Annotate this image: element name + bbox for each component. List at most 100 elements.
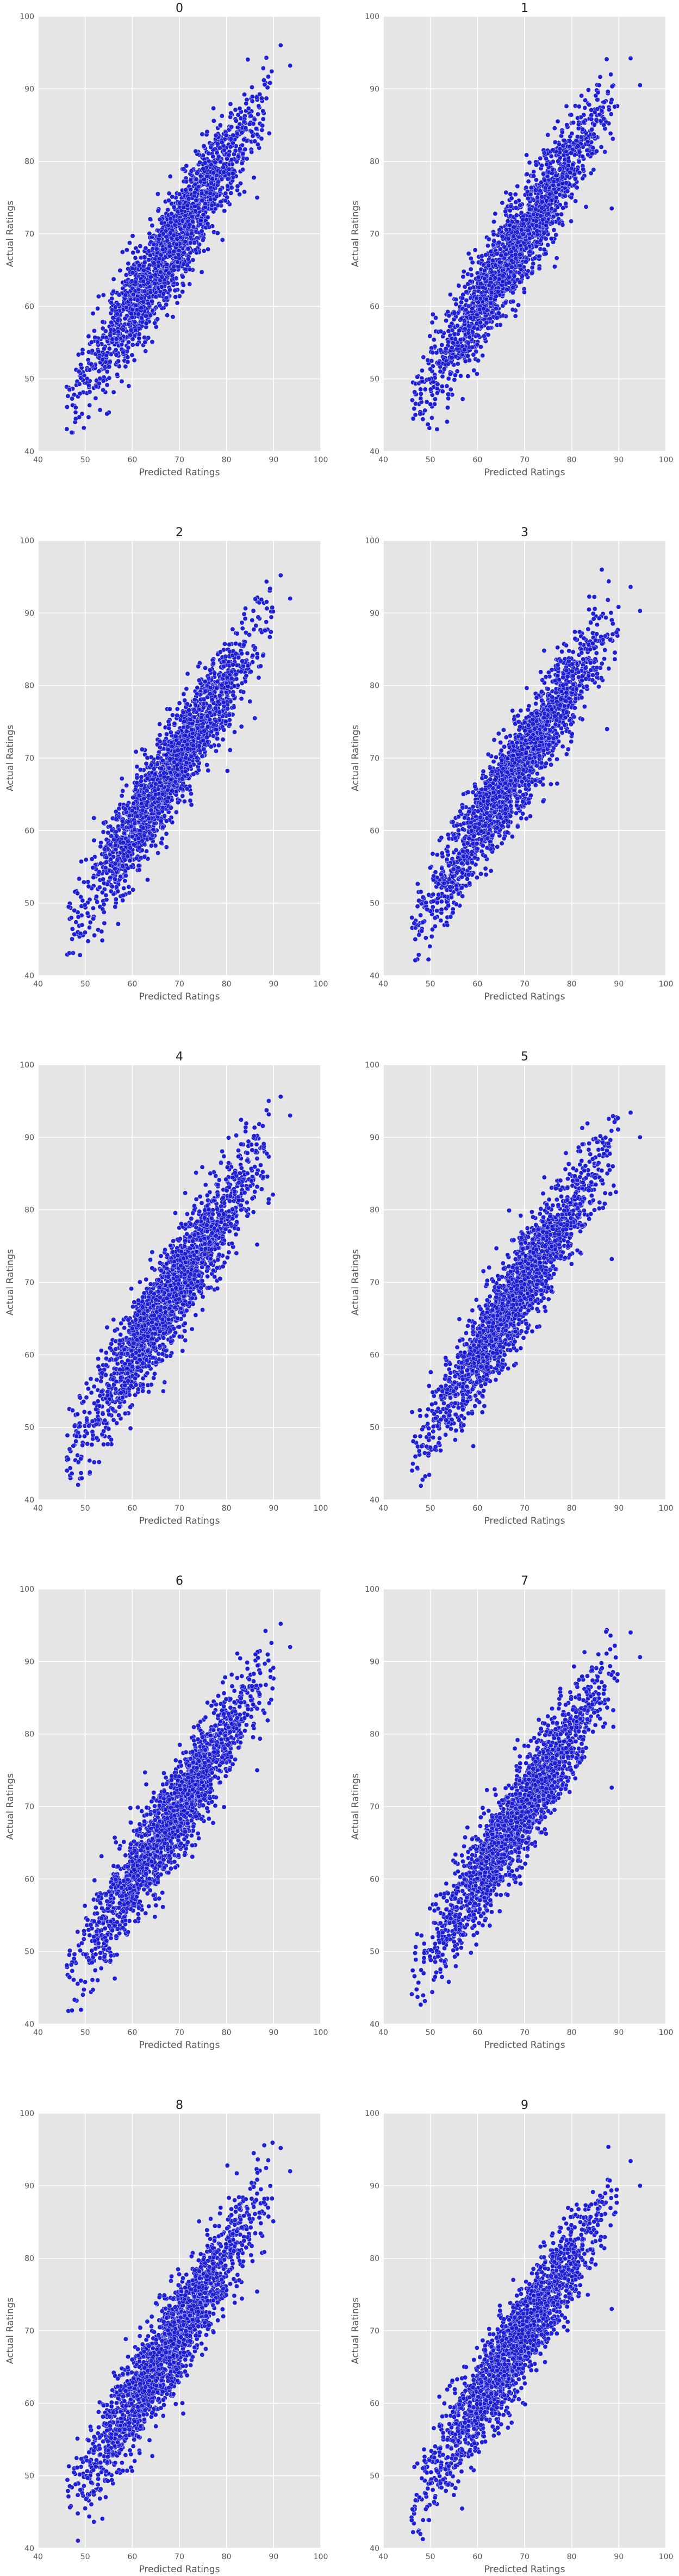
data-point	[87, 389, 92, 395]
data-point	[549, 198, 554, 203]
data-point	[73, 409, 78, 415]
data-point	[161, 291, 166, 296]
data-point	[135, 249, 140, 254]
data-point	[544, 156, 549, 162]
data-point	[178, 226, 183, 232]
data-point	[559, 129, 565, 135]
data-point	[119, 776, 124, 781]
data-point	[173, 219, 179, 224]
data-point	[288, 63, 293, 69]
data-point	[215, 141, 220, 147]
x-tick-label: 90	[614, 456, 624, 464]
data-point	[458, 337, 463, 342]
data-point	[591, 122, 597, 127]
data-point	[552, 264, 557, 269]
data-point	[220, 237, 225, 243]
data-point	[133, 279, 138, 284]
data-point	[246, 105, 251, 111]
data-point	[222, 641, 227, 647]
data-point	[438, 347, 443, 352]
data-point	[500, 234, 505, 239]
data-point	[208, 197, 213, 202]
data-point	[543, 185, 548, 191]
x-tick-label: 100	[314, 456, 328, 464]
data-point	[167, 174, 173, 179]
data-point	[587, 102, 592, 107]
data-point	[497, 259, 502, 265]
data-point	[545, 132, 551, 138]
data-point	[254, 655, 260, 660]
data-point	[183, 187, 189, 193]
data-point	[123, 364, 128, 369]
data-point	[572, 176, 578, 182]
data-point	[480, 353, 485, 358]
data-point	[227, 722, 232, 727]
data-point	[264, 96, 269, 101]
data-point	[609, 206, 614, 211]
data-point	[187, 222, 192, 227]
x-tick-label: 40	[33, 980, 43, 989]
data-point	[86, 334, 91, 339]
data-point	[87, 402, 92, 408]
data-point	[201, 248, 207, 253]
data-point	[169, 211, 174, 216]
data-point	[221, 165, 226, 170]
chart-title: 2	[176, 526, 183, 539]
data-point	[425, 421, 431, 427]
data-point	[96, 294, 101, 299]
data-point	[520, 217, 525, 222]
data-point	[515, 240, 521, 245]
data-point	[67, 387, 72, 392]
data-point	[493, 294, 499, 299]
data-point	[515, 219, 520, 225]
data-point	[576, 159, 582, 164]
data-point	[530, 270, 535, 276]
data-point	[491, 238, 497, 244]
data-point	[545, 174, 550, 179]
data-point	[412, 389, 418, 395]
data-point	[446, 339, 451, 345]
data-point	[242, 147, 248, 152]
data-point	[584, 148, 590, 153]
data-point	[531, 261, 536, 266]
data-point	[470, 260, 475, 265]
data-point	[235, 183, 240, 189]
data-point	[609, 84, 615, 89]
data-point	[487, 283, 492, 288]
data-point	[485, 243, 490, 249]
data-point	[547, 191, 552, 197]
data-point	[551, 214, 556, 219]
data-point	[229, 157, 234, 163]
data-point	[192, 203, 197, 209]
data-point	[428, 401, 433, 407]
data-point	[209, 181, 214, 186]
data-point	[449, 355, 454, 361]
data-point	[86, 414, 91, 420]
data-point	[217, 187, 223, 193]
data-point	[182, 250, 186, 256]
data-point	[479, 324, 484, 330]
data-point	[458, 373, 463, 378]
data-point	[101, 387, 106, 393]
data-point	[69, 430, 74, 435]
data-point	[485, 332, 491, 338]
data-point	[228, 110, 234, 116]
data-point	[483, 252, 489, 258]
data-point	[130, 342, 135, 347]
data-point	[447, 292, 453, 297]
y-tick-label: 50	[370, 375, 379, 384]
data-point	[132, 319, 138, 325]
data-point	[496, 311, 501, 316]
data-point	[114, 336, 119, 342]
data-point	[419, 368, 425, 373]
data-point	[553, 190, 558, 195]
data-point	[550, 220, 555, 226]
data-point	[513, 191, 518, 197]
data-point	[164, 831, 169, 836]
data-point	[466, 303, 471, 309]
data-point	[104, 897, 109, 902]
data-point	[88, 920, 93, 925]
data-point	[544, 198, 549, 203]
data-point	[115, 372, 120, 377]
data-point	[429, 415, 434, 420]
